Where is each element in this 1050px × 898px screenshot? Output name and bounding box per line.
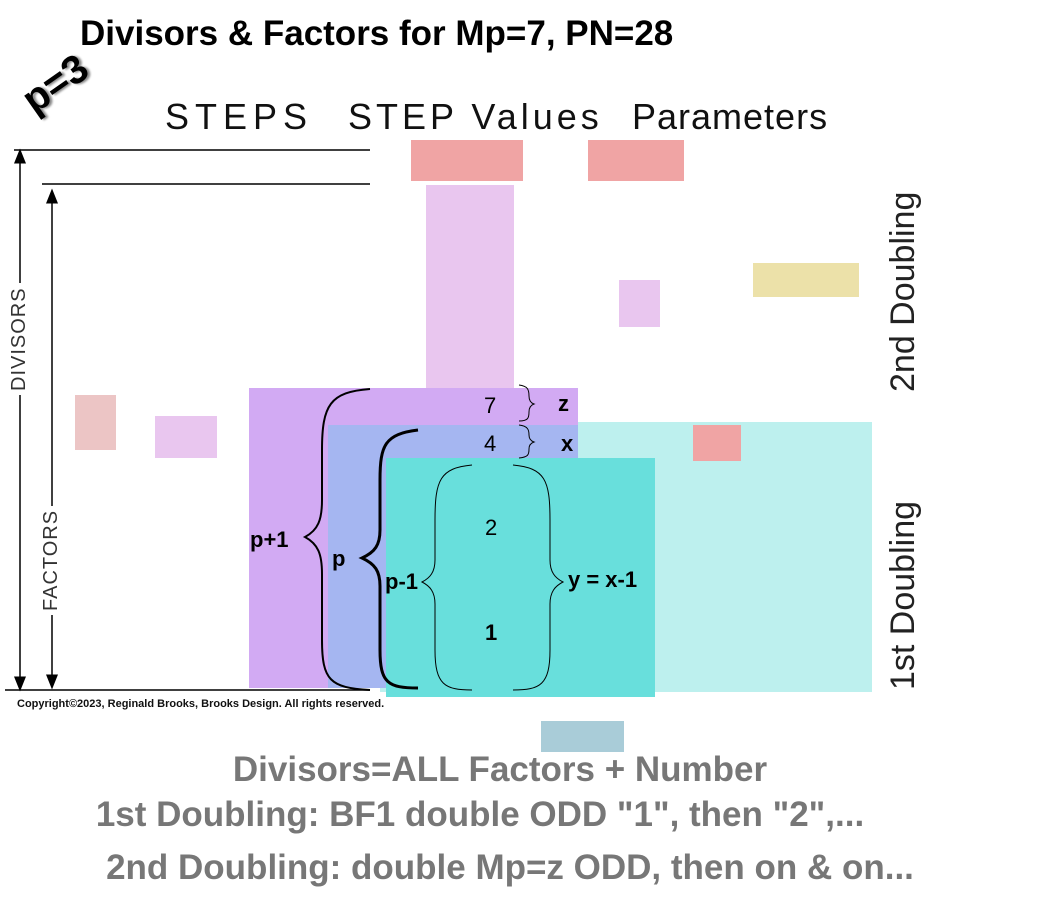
block-steelblue <box>541 721 624 752</box>
block-rose-left <box>75 395 116 450</box>
brace-y-right <box>512 464 565 691</box>
brace-p <box>358 428 419 690</box>
block-lilac-left <box>155 416 217 458</box>
brace-y-left <box>420 464 473 691</box>
value-7: 7 <box>484 393 497 418</box>
block-pink-params <box>588 140 684 181</box>
brace-x <box>518 424 536 459</box>
param-y: y = x-1 <box>568 567 638 592</box>
brace-z <box>518 384 536 422</box>
header-step-values: STEP Values <box>348 96 603 137</box>
footer-line-2: 1st Doubling: BF1 double ODD "1", then "… <box>95 795 865 834</box>
diagram-title: Divisors & Factors for Mp=7, PN=28 <box>80 14 674 53</box>
block-yellow <box>753 263 859 297</box>
factors-label: FACTORS <box>40 505 63 615</box>
param-z: z <box>558 391 569 416</box>
value-2: 2 <box>485 515 498 540</box>
param-p: p <box>332 546 346 571</box>
block-lilac-tall <box>426 185 514 390</box>
footer-line-3: 2nd Doubling: double Mp=z ODD, then on &… <box>106 848 914 887</box>
value-1: 1 <box>485 620 498 645</box>
header-steps: STEPS <box>165 96 314 137</box>
param-p-plus-1: p+1 <box>250 527 289 552</box>
value-4: 4 <box>484 431 497 456</box>
header-parameters: Parameters <box>632 96 829 137</box>
param-p-minus-1: p-1 <box>385 569 418 594</box>
first-doubling-label: 1st Doubling <box>884 500 922 690</box>
brace-p-plus-1 <box>302 388 371 691</box>
footer-line-1: Divisors=ALL Factors + Number <box>232 750 768 789</box>
block-red-small <box>693 425 741 461</box>
block-pink-steps <box>411 140 523 181</box>
copyright: Copyright©2023, Reginald Brooks, Brooks … <box>17 698 385 710</box>
divisors-label: DIVISORS <box>8 283 31 395</box>
block-lilac-small <box>619 280 660 327</box>
block-teal <box>386 458 655 697</box>
param-x: x <box>561 431 574 456</box>
second-doubling-label: 2nd Doubling <box>884 191 922 392</box>
